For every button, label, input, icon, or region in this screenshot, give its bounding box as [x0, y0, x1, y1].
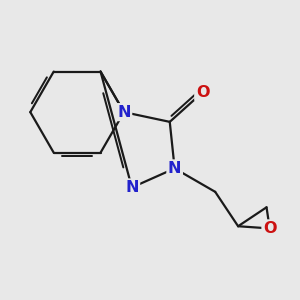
Text: N: N: [168, 161, 182, 176]
Text: N: N: [117, 105, 131, 120]
Text: O: O: [263, 221, 277, 236]
Text: N: N: [125, 180, 139, 195]
Text: O: O: [196, 85, 209, 100]
